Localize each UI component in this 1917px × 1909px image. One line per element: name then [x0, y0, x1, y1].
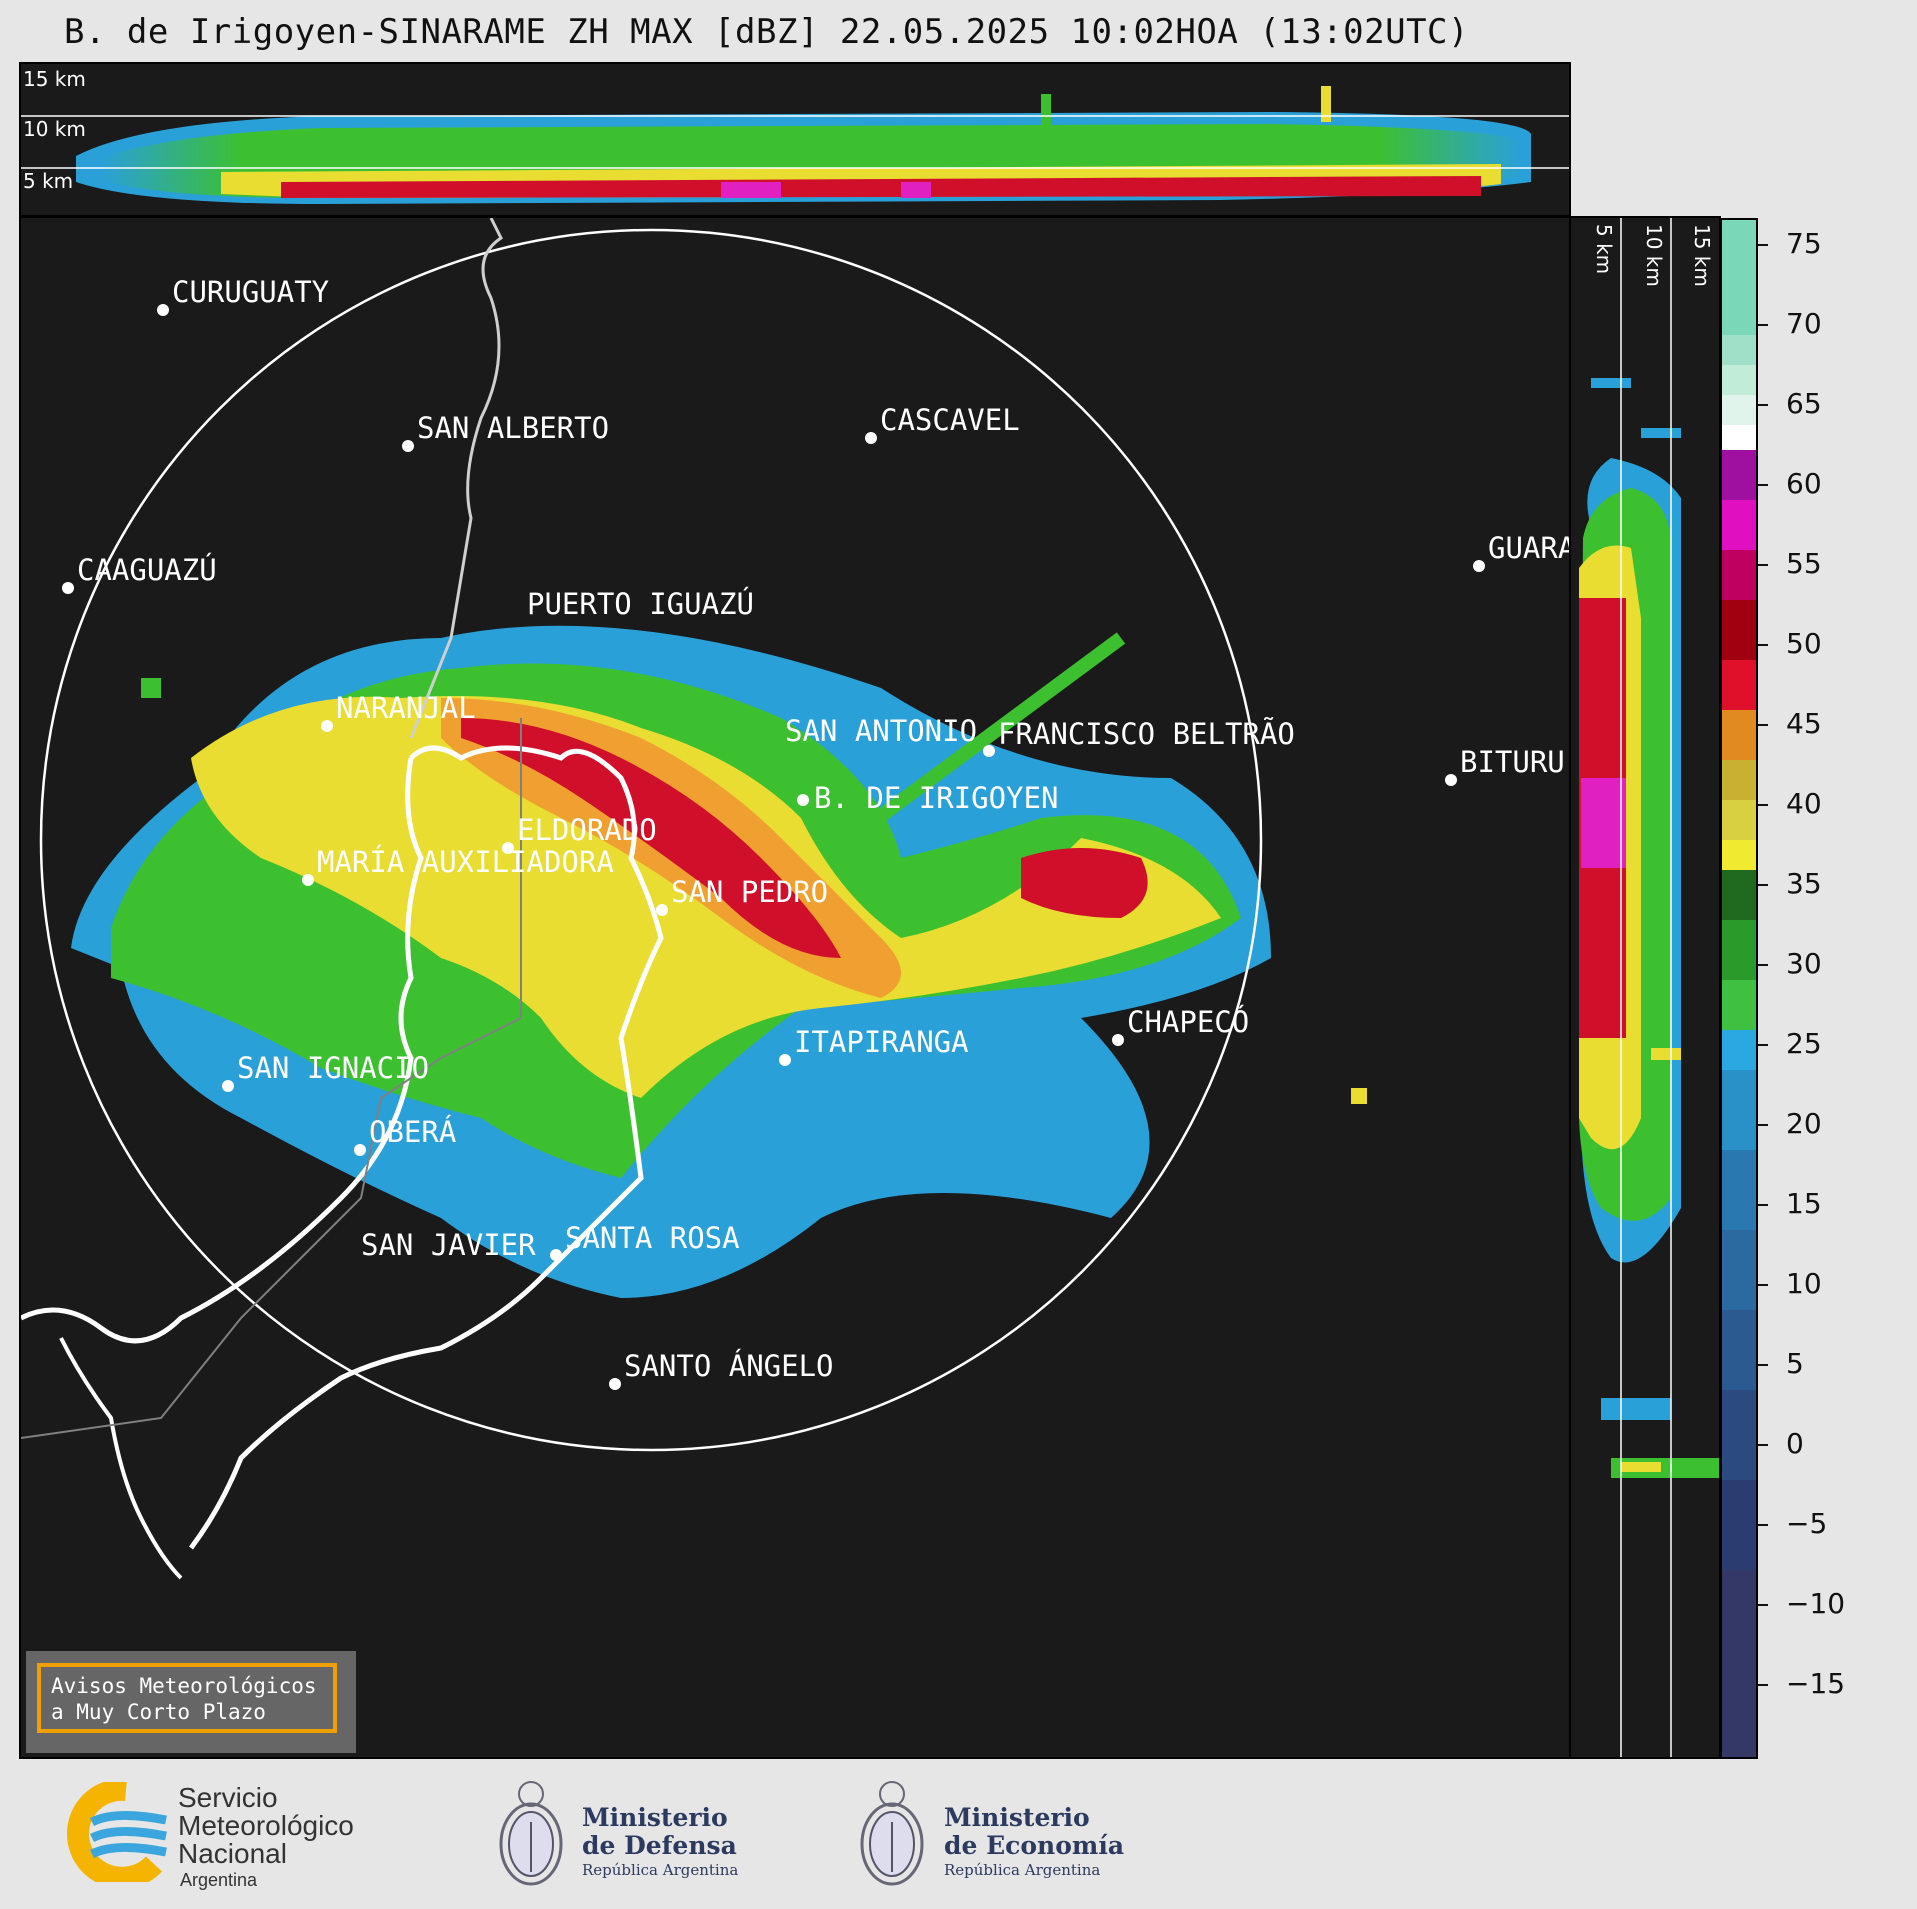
city-label-santa-rosa: SANTA ROSA	[565, 1221, 740, 1255]
colorbar-tick-60: 60	[1786, 467, 1822, 500]
colorbar-tick-10: 10	[1786, 1267, 1822, 1300]
radar-range-circle	[39, 228, 1263, 1452]
economia-logo-line3: República Argentina	[944, 1861, 1101, 1879]
warning-badge-frame: Avisos Meteorológicos a Muy Corto Plazo	[37, 1663, 337, 1733]
colorbar-svg	[1722, 220, 1756, 1757]
radar-map-panel: CURUGUATY SAN ALBERTO CASCAVEL CAAGUAZÚ …	[19, 216, 1571, 1759]
city-label-francisco-beltrao: FRANCISCO BELTRÃO	[998, 717, 1295, 751]
colorbar-tick-50: 50	[1786, 627, 1822, 660]
defensa-logo-line2: de Defensa	[582, 1831, 737, 1860]
right-altitude-label-5: 5 km	[1592, 224, 1616, 274]
colorbar-tick-45: 45	[1786, 707, 1822, 740]
colorbar-tick-35: 35	[1786, 867, 1822, 900]
smn-logo-line3: Nacional	[178, 1838, 287, 1869]
defensa-logo-line1: Ministerio	[582, 1803, 728, 1832]
city-label-curuguaty: CURUGUATY	[172, 275, 329, 309]
city-label-naranjal: NARANJAL	[336, 691, 476, 725]
city-label-eldorado: ELDORADO	[517, 813, 657, 847]
colorbar-tick-minus5: −5	[1786, 1507, 1828, 1540]
city-label-b-de-irigoyen: B. DE IRIGOYEN	[814, 781, 1058, 815]
radar-map-svg: CURUGUATY SAN ALBERTO CASCAVEL CAAGUAZÚ …	[21, 218, 1569, 1580]
top-altitude-label-5: 5 km	[23, 169, 73, 193]
top-altitude-label-10: 10 km	[23, 117, 86, 141]
colorbar-tick-0: 0	[1786, 1427, 1804, 1460]
colorbar-tick-15: 15	[1786, 1187, 1822, 1220]
colorbar-tick-70: 70	[1786, 307, 1822, 340]
colorbar-tick-25: 25	[1786, 1027, 1822, 1060]
page-title: B. de Irigoyen-SINARAME ZH MAX [dBZ] 22.…	[64, 12, 1469, 52]
city-label-san-javier: SAN JAVIER	[361, 1228, 536, 1262]
city-label-guara: GUARA	[1488, 531, 1569, 565]
city-label-santo-angelo: SANTO ÁNGELO	[624, 1349, 834, 1383]
warning-badge-line2: a Muy Corto Plazo	[51, 1700, 266, 1724]
city-markers: CURUGUATY SAN ALBERTO CASCAVEL CAAGUAZÚ …	[62, 275, 1569, 1390]
smn-logo-line4: Argentina	[180, 1870, 258, 1890]
warning-badge-line1: Avisos Meteorológicos	[51, 1674, 317, 1698]
economia-coat-of-arms-icon	[860, 1781, 924, 1886]
smn-logo-line1: Servicio	[178, 1782, 278, 1813]
city-label-san-ignacio: SAN IGNACIO	[237, 1051, 429, 1085]
right-cross-section-panel: 5 km 10 km 15 km	[1569, 216, 1721, 1759]
city-label-maria-auxiliadora: MARÍA AUXILIADORA	[317, 845, 614, 879]
warning-badge[interactable]: Avisos Meteorológicos a Muy Corto Plazo	[26, 1651, 356, 1753]
city-label-obera: OBERÁ	[369, 1115, 456, 1149]
right-altitude-label-10: 10 km	[1642, 224, 1666, 287]
economia-logo-line1: Ministerio	[944, 1803, 1090, 1832]
colorbar-tick-minus15: −15	[1786, 1667, 1846, 1700]
defensa-coat-of-arms-icon	[499, 1781, 563, 1886]
colorbar-tick-40: 40	[1786, 787, 1822, 820]
colorbar-tick-75: 75	[1786, 227, 1822, 260]
colorbar-tick-20: 20	[1786, 1107, 1822, 1140]
colorbar-tick-30: 30	[1786, 947, 1822, 980]
border-line	[188, 745, 664, 1550]
dbz-colorbar	[1720, 218, 1758, 1759]
colorbar-tick-minus10: −10	[1786, 1587, 1846, 1620]
city-label-san-pedro: SAN PEDRO	[671, 875, 828, 909]
city-label-bituru: BITURU	[1460, 745, 1565, 779]
economia-logo-line2: de Economía	[944, 1831, 1125, 1860]
radar-echo-layer	[71, 625, 1367, 1298]
right-altitude-label-15: 15 km	[1690, 224, 1714, 287]
city-label-puerto-iguazu: PUERTO IGUAZÚ	[527, 587, 754, 621]
city-label-san-antonio: SAN ANTONIO	[785, 714, 977, 748]
radar-site-marker	[797, 794, 809, 806]
border-line-west	[21, 757, 424, 1344]
smn-logo-line2: Meteorológico	[178, 1810, 354, 1841]
city-label-san-alberto: SAN ALBERTO	[417, 411, 609, 445]
top-altitude-label-15: 15 km	[23, 67, 86, 91]
river-line	[409, 218, 503, 739]
city-label-chapeco: CHAPECÓ	[1127, 1005, 1249, 1039]
city-label-cascavel: CASCAVEL	[880, 403, 1020, 437]
defensa-logo-line3: República Argentina	[582, 1861, 739, 1879]
colorbar-tick-5: 5	[1786, 1347, 1804, 1380]
top-cross-section-svg: 15 km 10 km 5 km	[21, 67, 1569, 204]
colorbar-tick-65: 65	[1786, 387, 1822, 420]
city-label-caaguazu: CAAGUAZÚ	[77, 553, 217, 587]
top-cross-section-panel: 15 km 10 km 5 km	[19, 62, 1571, 217]
right-cross-section-svg: 5 km 10 km 15 km	[1579, 218, 1719, 1757]
border-line-south	[59, 1337, 183, 1580]
colorbar-tick-55: 55	[1786, 547, 1822, 580]
smn-logo-icon	[67, 1782, 167, 1882]
province-boundary	[21, 718, 522, 1439]
city-label-itapiranga: ITAPIRANGA	[794, 1025, 969, 1059]
